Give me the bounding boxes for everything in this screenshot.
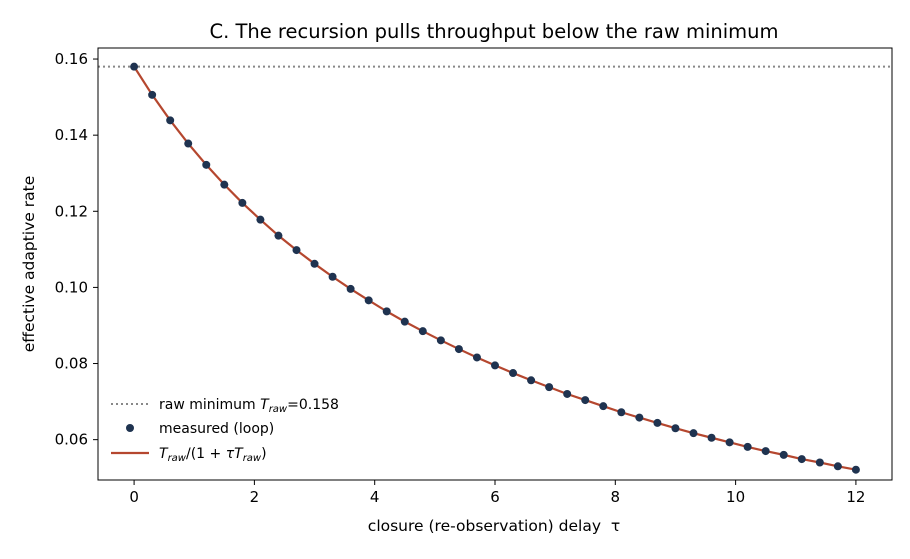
measured-point xyxy=(346,284,355,293)
y-tick-label: 0.08 xyxy=(55,355,88,373)
measured-point xyxy=(851,465,860,474)
x-tick-label: 8 xyxy=(611,488,621,506)
measured-point xyxy=(491,361,499,370)
measured-point xyxy=(797,455,806,464)
x-tick-label: 12 xyxy=(846,488,865,506)
measured-point xyxy=(454,345,463,354)
measured-point xyxy=(599,402,608,411)
y-tick-label: 0.12 xyxy=(55,202,88,220)
measured-point xyxy=(256,215,265,224)
y-tick-label: 0.14 xyxy=(55,126,88,144)
measured-point xyxy=(472,353,481,362)
measured-point xyxy=(292,246,301,255)
measured-point xyxy=(310,259,319,268)
measured-point xyxy=(545,383,554,392)
y-axis: 0.06 0.08 0.10 0.12 0.14 0.16 xyxy=(55,50,98,449)
measured-point xyxy=(130,62,139,71)
measured-point xyxy=(725,438,734,447)
y-tick-label: 0.06 xyxy=(55,431,88,449)
measured-point xyxy=(563,389,572,398)
measured-point xyxy=(364,296,373,305)
x-axis: 0 2 4 6 8 10 12 xyxy=(129,480,865,506)
legend-raw-math: T xyxy=(260,397,270,413)
measured-point xyxy=(617,408,626,417)
measured-point xyxy=(671,424,680,433)
y-tick-label: 0.16 xyxy=(55,50,88,68)
x-tick-label: 0 xyxy=(129,488,139,506)
legend-raw-prefix: raw minimum xyxy=(159,397,260,413)
measured-point xyxy=(743,442,752,451)
measured-point xyxy=(635,413,644,422)
y-tick-label: 0.10 xyxy=(55,278,88,296)
legend-raw-sub: raw xyxy=(269,404,288,415)
measured-point xyxy=(815,458,824,467)
measured-point xyxy=(509,369,518,378)
x-tick-label: 10 xyxy=(726,488,745,506)
measured-point xyxy=(581,396,590,405)
legend: raw minimum Traw=0.158 measured (loop) T… xyxy=(111,397,339,464)
measured-point xyxy=(761,447,770,456)
x-axis-label: closure (re-observation) delay τ xyxy=(368,517,620,535)
legend-raw-suffix: =0.158 xyxy=(287,397,339,413)
measured-point xyxy=(166,116,175,125)
measured-point xyxy=(689,429,698,438)
legend-label-model: Traw/(1 + τTraw) xyxy=(159,446,267,464)
measured-point xyxy=(707,433,716,442)
measured-point xyxy=(274,231,283,240)
measured-point xyxy=(148,90,157,99)
legend-swatch-measured xyxy=(126,424,134,432)
measured-point xyxy=(400,317,409,326)
measured-point xyxy=(418,327,427,336)
measured-point xyxy=(220,180,229,189)
x-tick-label: 4 xyxy=(370,488,380,506)
measured-point xyxy=(653,418,662,427)
x-tick-label: 2 xyxy=(250,488,260,506)
measured-point xyxy=(527,376,536,385)
measured-point xyxy=(382,307,391,316)
x-tick-label: 6 xyxy=(490,488,500,506)
legend-label-measured: measured (loop) xyxy=(159,421,274,437)
measured-point xyxy=(328,272,337,281)
measured-point xyxy=(436,336,445,345)
legend-label-raw-minimum: raw minimum Traw=0.158 xyxy=(159,397,339,415)
measured-point xyxy=(238,198,247,207)
plot-area xyxy=(98,62,892,474)
measured-point xyxy=(184,139,193,148)
measured-point xyxy=(202,160,211,169)
y-axis-label: effective adaptive rate xyxy=(20,176,38,352)
measured-point xyxy=(833,462,842,471)
measured-point xyxy=(779,450,788,459)
chart-title: C. The recursion pulls throughput below … xyxy=(209,20,778,43)
